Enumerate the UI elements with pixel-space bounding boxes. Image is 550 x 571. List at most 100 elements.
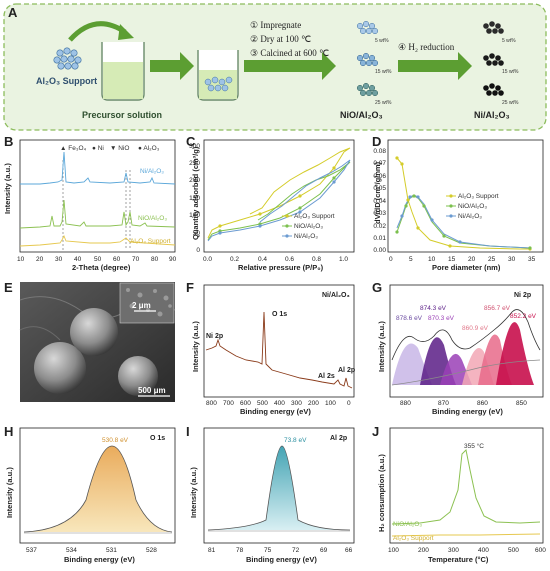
d-xtick: 15	[448, 256, 456, 263]
b-trace-ni	[20, 151, 176, 185]
d-curve-nio	[396, 195, 531, 249]
b-legend-nio: ▼ NiO	[110, 145, 129, 152]
sem-sphere	[70, 308, 118, 356]
f-peak-al2p: Al 2p	[338, 367, 355, 374]
c-legend-ni: Ni/Al₂O₃	[294, 233, 318, 240]
d-ytick: 0.03	[373, 210, 386, 217]
sem-sphere	[34, 342, 86, 394]
g-peak-fill	[496, 322, 534, 385]
i-envelope	[207, 445, 351, 531]
panel-h-axes	[19, 427, 176, 544]
panel-h-label: H	[4, 424, 13, 439]
arrow-3-body	[398, 60, 458, 72]
panel-b: B Intensity (a.u.) 10 20 30 40 50 60 70 …	[3, 134, 177, 272]
h-peak-label: 530.8 eV	[102, 437, 129, 444]
c-ytick: 100	[189, 212, 200, 219]
d-xtick: 10	[428, 256, 436, 263]
panel-g-ylabel: Intensity (a.u.)	[377, 321, 386, 372]
panel-d-ylabel: dV/dD (cm³/g/nm)	[373, 161, 382, 224]
c-ytick: 0	[196, 247, 200, 254]
ni-loading-5: 5 wt%	[502, 38, 516, 44]
panel-d-yticks: 0.00 0.01 0.02 0.03 0.04 0.05 0.06 0.07 …	[373, 148, 386, 254]
g-peak-label: 856.7 eV	[484, 305, 511, 312]
f-peak-ni2p: Ni 2p	[206, 333, 223, 340]
j-xtick: 200	[418, 547, 429, 554]
c-legend-nio: NiO/Al₂O₃	[294, 223, 323, 230]
g-peak-label: 870.3 eV	[428, 315, 455, 322]
panel-g-axes	[389, 284, 544, 398]
panel-e-label: E	[4, 280, 13, 295]
curved-arrow-head-icon	[118, 24, 134, 40]
g-peak-fill	[440, 353, 472, 385]
f-xtick: 300	[291, 400, 302, 407]
b-trace-label-al2o3: Al₂O₃ Support	[130, 238, 171, 245]
panel-g-xticks: 880 870 860 850	[400, 400, 527, 407]
g-envelope	[391, 309, 541, 361]
f-survey-spectrum	[205, 311, 353, 389]
panel-f-label: F	[186, 280, 194, 295]
d-ytick: 0.07	[373, 160, 386, 167]
panel-j-ylabel: H₂ consumption (a.u.)	[377, 454, 386, 532]
panel-f-ylabel: Intensity (a.u.)	[191, 321, 200, 372]
d-ytick: 0.06	[373, 173, 386, 180]
precursor-label: Precursor solution	[82, 110, 162, 120]
panel-b-xlabel: 2-Theta (degree)	[72, 263, 131, 272]
nio-cluster-15-icon	[356, 52, 379, 67]
h-xtick: 528	[146, 547, 157, 554]
b-legend-fe3o4: ▲ Fe₃O₄	[60, 145, 87, 152]
panel-g-title: Ni 2p	[514, 292, 531, 299]
panel-f: F Intensity (a.u.) 800 700 600 500 400 3…	[186, 280, 355, 416]
i-xtick: 72	[292, 547, 300, 554]
g-xtick: 850	[516, 400, 527, 407]
j-peak-label: 355 °C	[464, 442, 484, 450]
sem-scale-label: 500 μm	[138, 386, 166, 395]
arrow-1-body	[150, 60, 180, 72]
c-xtick: 0.2	[230, 256, 239, 263]
beaker-with-particles-icon	[197, 50, 239, 101]
h-xtick: 537	[26, 547, 37, 554]
panel-e: E 2 μm 500 μm	[4, 280, 176, 402]
j-xtick: 300	[448, 547, 459, 554]
d-ytick: 0.01	[373, 235, 386, 242]
arrow-2-body	[244, 60, 322, 72]
b-xtick: 60	[113, 256, 121, 263]
panel-f-xlabel: Binding energy (eV)	[240, 407, 311, 416]
panel-g-xlabel: Binding energy (eV)	[432, 407, 503, 416]
j-xtick: 100	[388, 547, 399, 554]
beaker-icon	[101, 42, 145, 101]
d-xtick: 0	[389, 256, 393, 263]
g-xtick: 860	[477, 400, 488, 407]
panel-h-title: O 1s	[150, 435, 165, 442]
ni-clusters: 5 wt% 15 wt% 25 wt% Ni/Al₂O₃	[474, 21, 519, 120]
sem-texture	[19, 326, 61, 341]
c-xtick: 1.0	[339, 256, 348, 263]
panel-c: C Quantity adsorbed (cm³/g) 0 50 100 150…	[186, 134, 355, 272]
c-curve-nio	[207, 161, 351, 241]
c-legend-al2o3: Al₂O₃ Support	[294, 213, 335, 220]
nio-loading-25: 25 wt%	[375, 100, 392, 106]
d-xtick: 35	[528, 256, 536, 263]
d-ytick: 0.00	[373, 247, 386, 254]
d-ytick: 0.05	[373, 185, 386, 192]
nio-label: NiO/Al₂O₃	[340, 110, 383, 120]
f-peak-o1s: O 1s	[272, 311, 287, 318]
c-curve-al2o3	[207, 147, 351, 239]
c-markers	[218, 166, 336, 235]
ni-loading-25: 25 wt%	[502, 100, 519, 106]
b-xtick: 10	[17, 256, 25, 263]
g-peak-label: 860.9 eV	[462, 325, 489, 332]
panel-h-ylabel: Intensity (a.u.)	[5, 467, 14, 518]
sem-sphere	[118, 356, 158, 396]
d-legend-nio: NiO/Al₂O₃	[458, 203, 487, 210]
h-xtick: 534	[66, 547, 77, 554]
h-envelope	[23, 445, 173, 533]
f-xtick: 800	[206, 400, 217, 407]
panel-c-axes	[203, 139, 355, 253]
b-trace-nio	[19, 199, 176, 229]
panel-i-xlabel: Binding energy (eV)	[246, 555, 317, 564]
panel-i: I Intensity (a.u.) 81 78 75 72 69 66 Bin…	[186, 424, 355, 564]
panel-i-ylabel: Intensity (a.u.)	[189, 467, 198, 518]
i-xtick: 75	[264, 547, 272, 554]
b-trace-al2o3	[19, 234, 176, 247]
panel-i-axes	[203, 427, 355, 544]
